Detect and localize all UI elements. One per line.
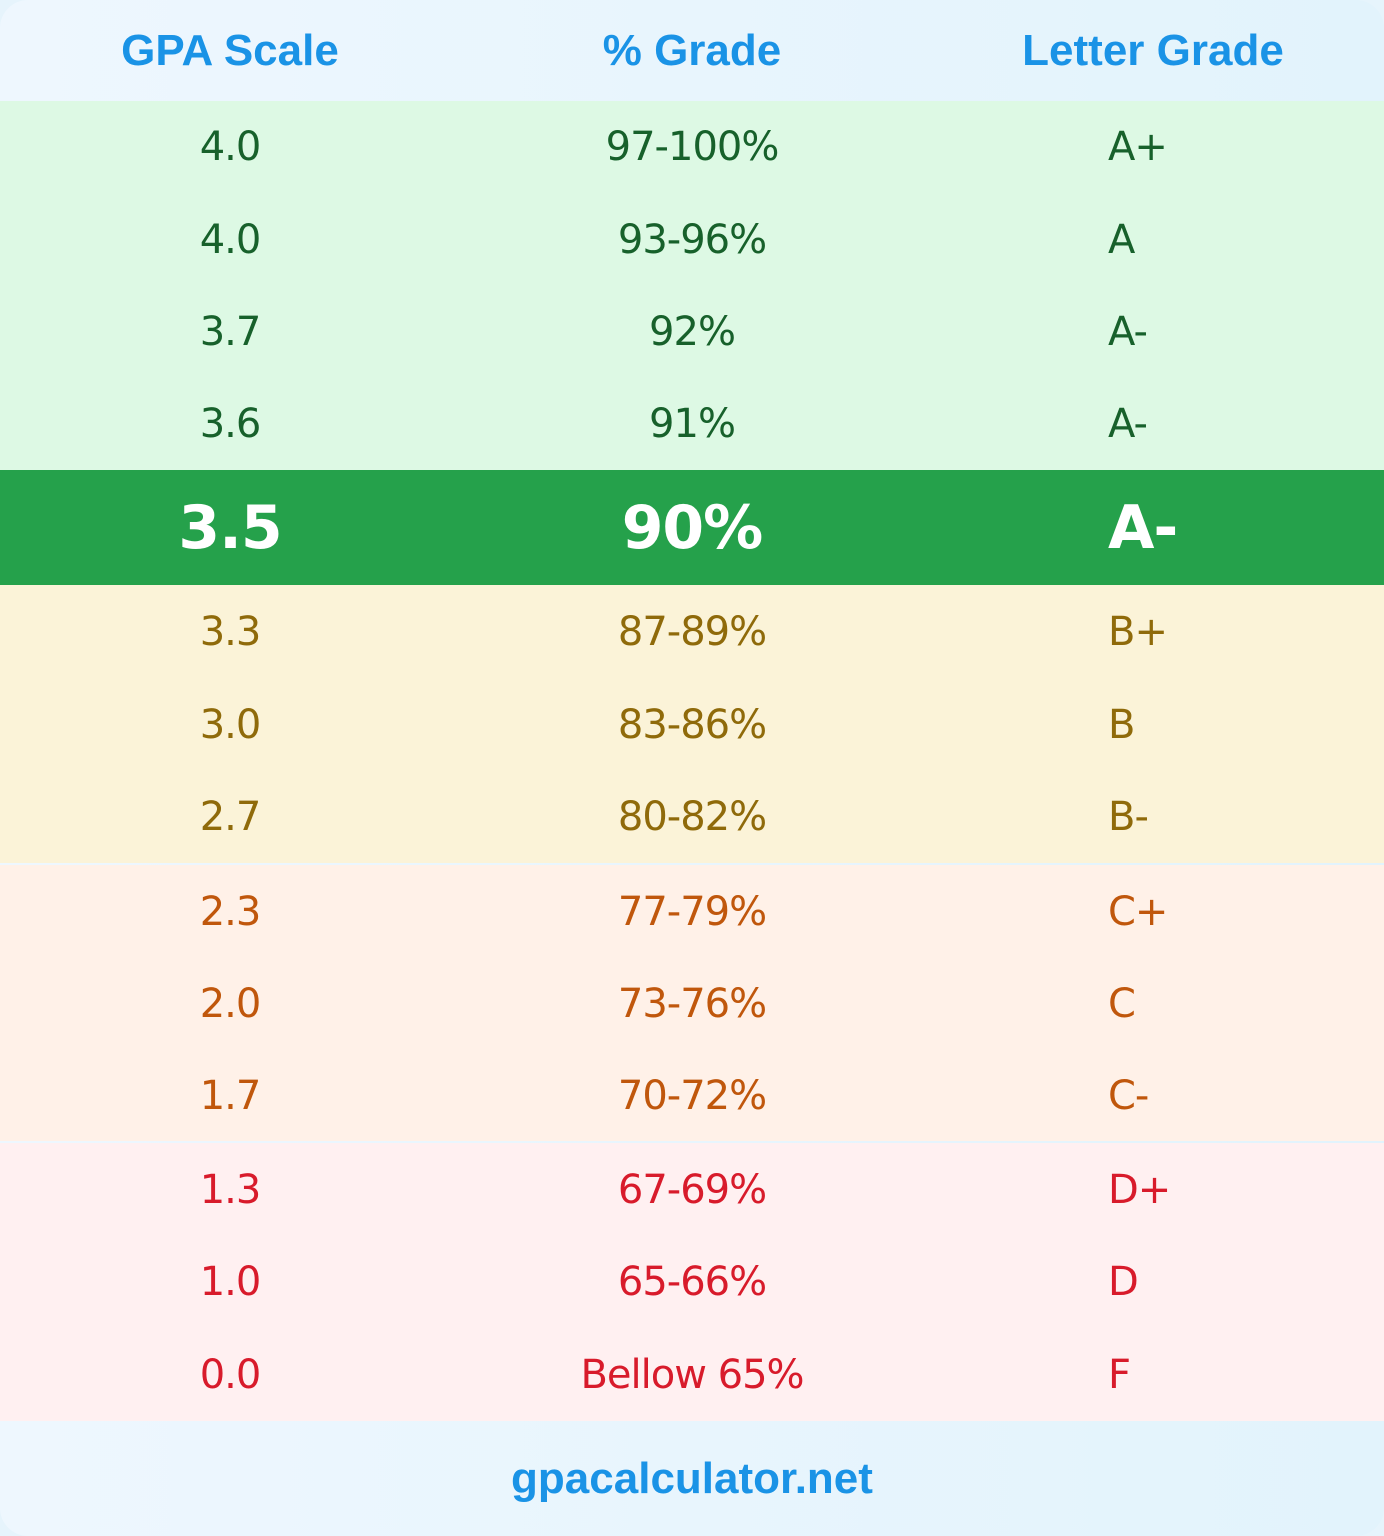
table-row: 3.7 92% A- bbox=[0, 286, 1384, 378]
letter-cell: B+ bbox=[1108, 608, 1168, 655]
gpa-cell: 0.0 bbox=[199, 1351, 262, 1398]
letter-cell: A bbox=[1108, 216, 1135, 263]
header-gpa-scale: GPA Scale bbox=[121, 26, 339, 75]
percent-cell: 83-86% bbox=[617, 701, 767, 748]
gpa-cell: 3.0 bbox=[199, 701, 262, 748]
table-header: GPA Scale % Grade Letter Grade bbox=[0, 0, 1384, 101]
highlighted-row: 3.5 90% A- bbox=[0, 470, 1384, 585]
footer-site-link[interactable]: gpacalculator.net bbox=[511, 1454, 873, 1503]
percent-cell: 90% bbox=[621, 492, 764, 563]
letter-cell: A- bbox=[1108, 401, 1148, 447]
gpa-cell: 2.0 bbox=[199, 981, 262, 1027]
gpa-cell: 3.3 bbox=[199, 608, 262, 655]
table-row: 2.3 77-79% C+ bbox=[0, 865, 1384, 958]
percent-cell: 93-96% bbox=[617, 216, 767, 263]
gpa-cell: 1.0 bbox=[199, 1259, 262, 1305]
percent-cell: 80-82% bbox=[617, 794, 767, 840]
table-row: 1.3 67-69% D+ bbox=[0, 1143, 1384, 1236]
table-row: 2.0 73-76% C bbox=[0, 958, 1384, 1050]
percent-cell: 87-89% bbox=[617, 608, 767, 655]
percent-cell: 67-69% bbox=[617, 1166, 767, 1213]
table-row: 1.7 70-72% C- bbox=[0, 1050, 1384, 1141]
gpa-cell: 2.3 bbox=[199, 888, 262, 935]
percent-cell: 73-76% bbox=[617, 981, 767, 1027]
table-row: 0.0 Bellow 65% F bbox=[0, 1328, 1384, 1421]
header-letter-grade: Letter Grade bbox=[1022, 26, 1284, 75]
letter-cell: C+ bbox=[1108, 888, 1168, 935]
letter-cell: A- bbox=[1108, 309, 1148, 355]
percent-cell: 70-72% bbox=[617, 1072, 767, 1119]
letter-cell: C bbox=[1108, 981, 1136, 1027]
table-row: 4.0 93-96% A bbox=[0, 193, 1384, 286]
table-row: 3.3 87-89% B+ bbox=[0, 585, 1384, 678]
percent-cell: 91% bbox=[649, 401, 736, 447]
table-row: 3.6 91% A- bbox=[0, 378, 1384, 470]
percent-cell: 77-79% bbox=[617, 888, 767, 935]
letter-cell: F bbox=[1108, 1351, 1131, 1398]
gpa-cell: 2.7 bbox=[199, 794, 262, 840]
table-row: 4.0 97-100% A+ bbox=[0, 101, 1384, 193]
table-row: 3.0 83-86% B bbox=[0, 678, 1384, 771]
gpa-cell: 3.5 bbox=[178, 492, 282, 563]
table-row: 1.0 65-66% D bbox=[0, 1236, 1384, 1328]
gpa-cell: 1.3 bbox=[199, 1166, 262, 1213]
letter-cell: D bbox=[1108, 1259, 1139, 1305]
percent-cell: 92% bbox=[649, 309, 736, 355]
gpa-cell: 3.7 bbox=[199, 309, 262, 355]
header-percent-grade: % Grade bbox=[602, 26, 782, 75]
letter-cell: D+ bbox=[1108, 1166, 1171, 1213]
table-row: 2.7 80-82% B- bbox=[0, 771, 1384, 863]
gpa-cell: 3.6 bbox=[199, 401, 262, 447]
gpa-cell: 4.0 bbox=[199, 216, 262, 263]
percent-cell: 97-100% bbox=[605, 124, 780, 170]
letter-cell: B- bbox=[1108, 794, 1149, 840]
percent-cell: 65-66% bbox=[617, 1259, 767, 1305]
percent-cell: Bellow 65% bbox=[580, 1351, 804, 1398]
letter-cell: A- bbox=[1108, 492, 1178, 563]
letter-cell: A+ bbox=[1108, 124, 1168, 170]
letter-cell: B bbox=[1108, 701, 1135, 748]
gpa-cell: 1.7 bbox=[199, 1072, 262, 1119]
gpa-cell: 4.0 bbox=[199, 124, 262, 170]
letter-cell: C- bbox=[1108, 1072, 1149, 1119]
